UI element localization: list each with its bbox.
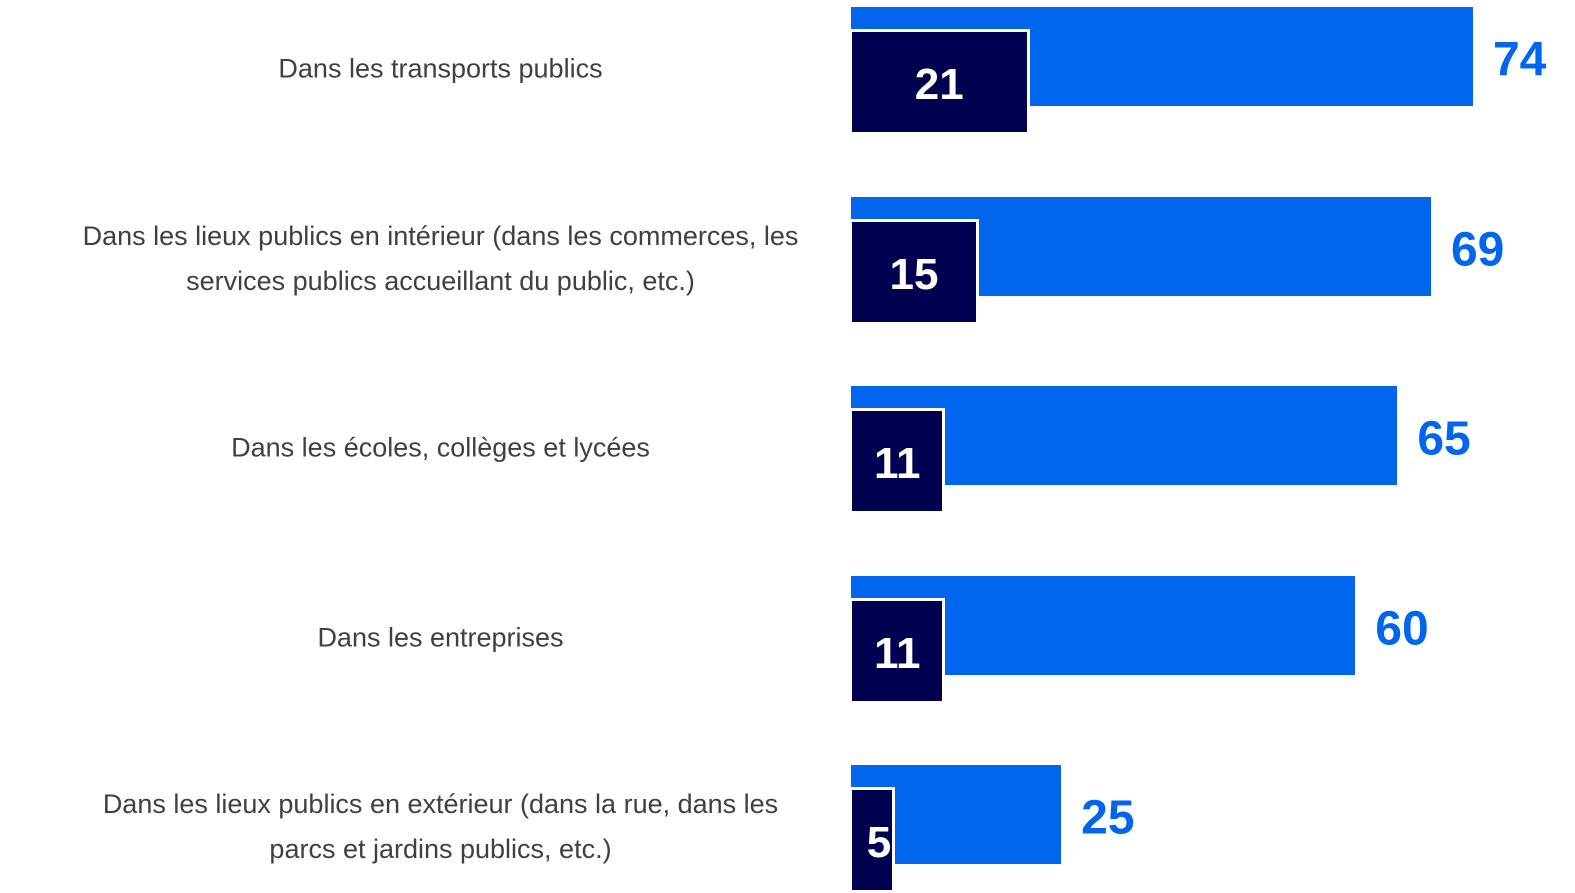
bar: [849, 597, 946, 704]
bar: [849, 218, 980, 325]
value-label: 60: [1375, 602, 1429, 655]
category-label: Dans les écoles, collèges et lycées: [231, 432, 650, 463]
value-label: 21: [914, 60, 964, 109]
category-label: Dans les transports publics: [278, 53, 603, 84]
category-label: Dans les entreprises: [317, 622, 564, 652]
category-label: Dans les lieux publics en extérieur (dan…: [102, 789, 779, 864]
value-label: 65: [1417, 412, 1471, 466]
value-label: 15: [889, 249, 939, 299]
value-label: 5: [866, 818, 892, 867]
value-label: 25: [1081, 791, 1135, 845]
value-label: 74: [1492, 33, 1547, 87]
value-label: 11: [873, 628, 921, 678]
bar: [849, 29, 1030, 135]
value-label: 69: [1450, 223, 1505, 276]
category-label: Dans les lieux publics en intérieur (dan…: [82, 220, 799, 296]
bar: [849, 408, 946, 514]
bar: [849, 787, 896, 893]
value-label: 11: [873, 439, 921, 488]
